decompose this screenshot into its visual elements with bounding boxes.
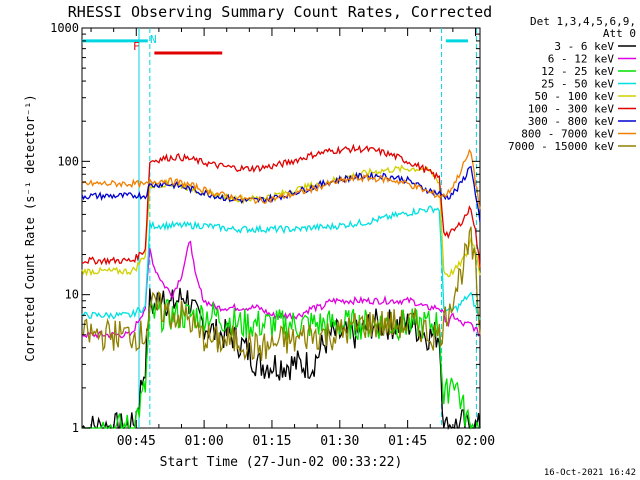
legend-label: 7000 - 15000 keV <box>508 140 614 153</box>
legend-label: 300 - 800 keV <box>528 115 614 128</box>
legend-header-line-1: Det 1,3,4,5,6,9, <box>530 15 636 28</box>
legend-label: 3 - 6 keV <box>554 40 614 53</box>
series-line-8 <box>81 226 481 362</box>
y-tick-label: 1 <box>72 421 79 435</box>
x-tick-label: 00:45 <box>117 434 156 449</box>
legend-label: 12 - 25 keV <box>541 65 614 78</box>
legend-label: 50 - 100 keV <box>535 90 615 103</box>
x-tick-label: 01:45 <box>388 434 427 449</box>
chart-title: RHESSI Observing Summary Count Rates, Co… <box>68 3 492 21</box>
series-line-6 <box>81 165 481 223</box>
series-line-2 <box>82 299 480 431</box>
legend-label: 100 - 300 keV <box>528 103 614 116</box>
plot-frame <box>81 27 481 429</box>
legend-label: 6 - 12 keV <box>548 53 615 66</box>
x-tick-label: 01:30 <box>320 434 359 449</box>
y-tick-label: 10 <box>65 288 79 302</box>
footer-date: 16-Oct-2021 16:42 <box>544 468 636 478</box>
x-tick-label: 01:00 <box>185 434 224 449</box>
series-line-7 <box>81 148 481 210</box>
axes-layer: 1 10 100 1000 00:45 01:00 01:15 01:30 01:45 02:00 <box>50 21 495 449</box>
annotation-night-label: N <box>150 33 157 46</box>
y-axis-label: Corrected Count Rate (s⁻¹ detector⁻¹) <box>23 94 37 361</box>
legend-header-line-2: Att 0 <box>603 27 636 40</box>
x-tick-label: 01:15 <box>252 434 291 449</box>
series-layer <box>81 143 481 431</box>
y-tick-label: 1000 <box>50 21 79 35</box>
annotation-flare-label: F <box>133 40 140 53</box>
legend-label: 800 - 7000 keV <box>521 128 614 141</box>
y-tick-label: 100 <box>57 154 79 168</box>
legend-label: 25 - 50 keV <box>541 78 614 91</box>
series-line-4 <box>81 164 481 278</box>
series-line-5 <box>81 143 481 268</box>
series-line-1 <box>81 240 481 339</box>
series-line-0 <box>81 287 481 431</box>
series-line-3 <box>81 205 481 320</box>
x-tick-label: 02:00 <box>456 434 495 449</box>
x-axis-label: Start Time (27-Jun-02 00:33:22) <box>160 455 403 470</box>
